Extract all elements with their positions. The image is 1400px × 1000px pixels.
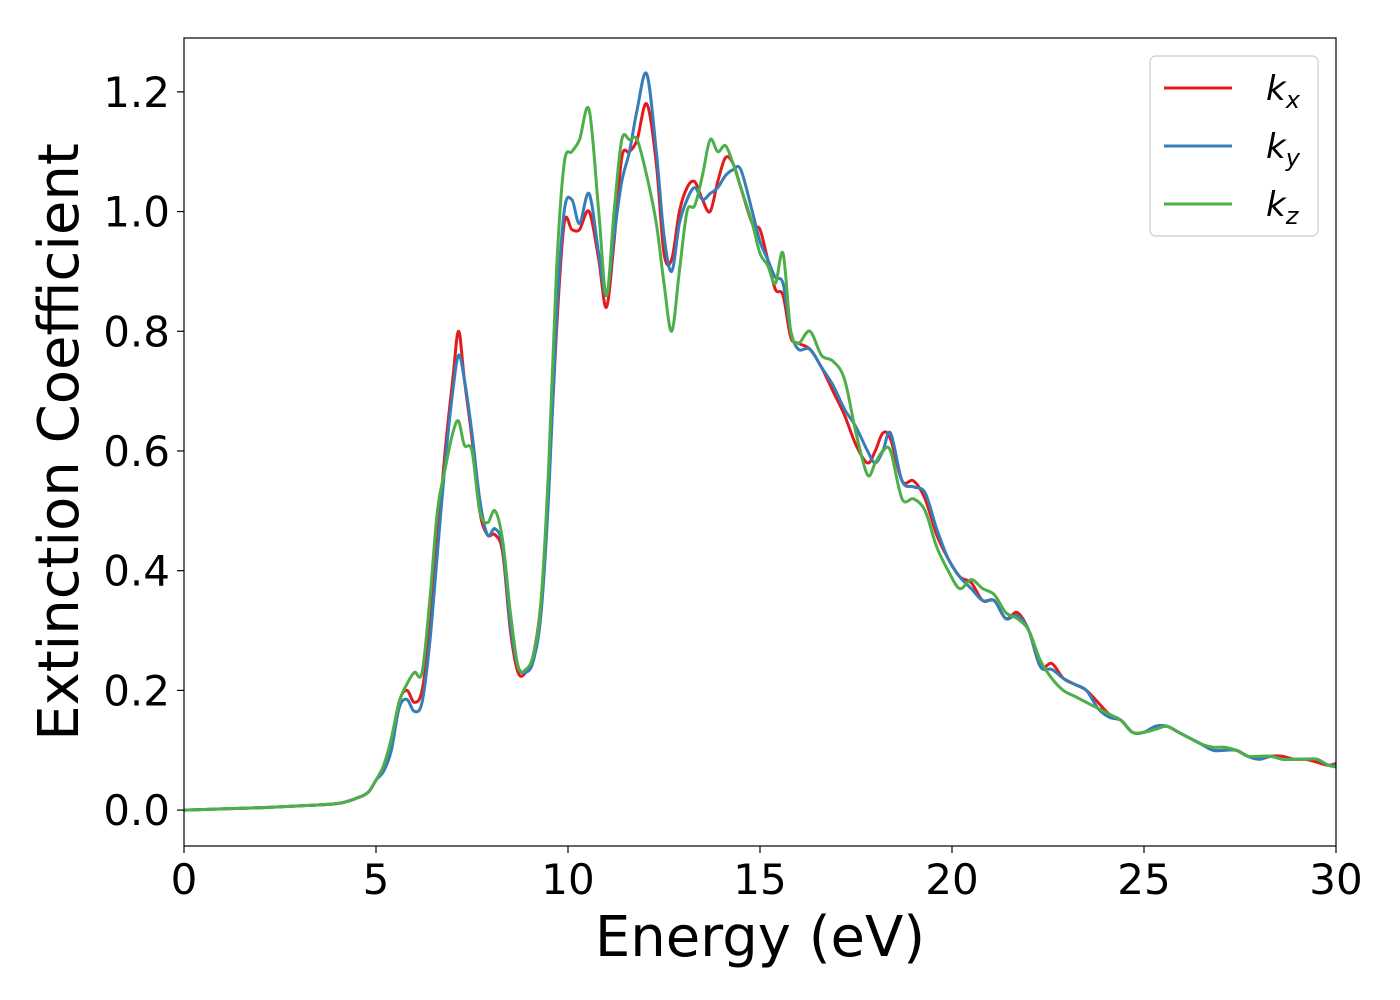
plot-lines — [184, 71, 1336, 812]
x-tick-label: 25 — [1117, 855, 1170, 904]
y-tick-label: 0.8 — [103, 307, 170, 356]
y-tick-label: 1.2 — [103, 68, 170, 117]
x-axis-ticks: 0 5 10 15 20 25 30 — [171, 846, 1363, 904]
x-tick-label: 15 — [733, 855, 786, 904]
x-axis-title: Energy (eV) — [595, 905, 925, 970]
y-tick-label: 0.0 — [103, 786, 170, 835]
x-tick-label: 10 — [541, 855, 594, 904]
x-tick-label: 20 — [925, 855, 978, 904]
x-tick-label: 5 — [363, 855, 390, 904]
legend-label-z: kz — [1266, 185, 1300, 230]
y-tick-label: 1.0 — [103, 188, 170, 237]
legend-label-x: kx — [1266, 69, 1301, 114]
legend-box — [1149, 55, 1319, 237]
y-axis-ticks: 0.0 0.2 0.4 0.6 0.8 1.0 1.2 — [103, 68, 184, 835]
y-tick-label: 0.4 — [103, 547, 170, 596]
x-tick-label: 0 — [171, 855, 198, 904]
x-tick-label: 30 — [1309, 855, 1362, 904]
y-tick-label: 0.6 — [103, 427, 170, 476]
legend-label-y: ky — [1266, 127, 1301, 172]
y-tick-label: 0.2 — [103, 666, 170, 715]
series-line-z — [184, 105, 1336, 812]
legend: kx ky kz — [1149, 55, 1319, 237]
y-axis-title: Extinction Coefficient — [27, 143, 92, 741]
